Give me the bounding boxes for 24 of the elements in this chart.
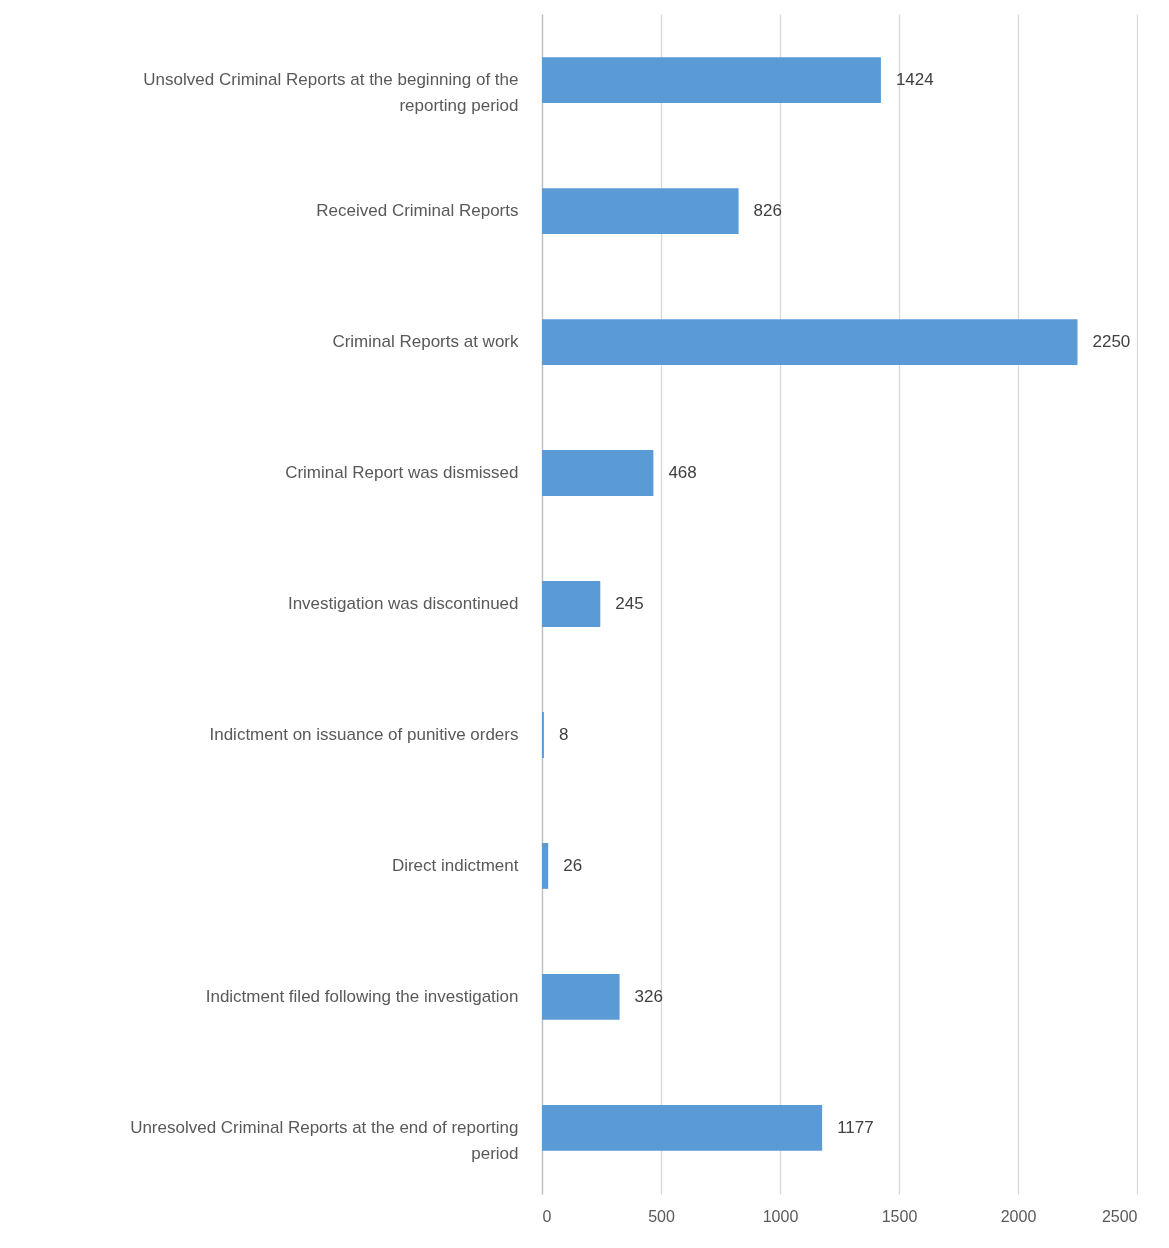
x-tick-label: 1000 [762, 1207, 799, 1225]
x-tick-label: 500 [648, 1207, 675, 1225]
x-tick-label: 1500 [881, 1207, 918, 1225]
data-label: 468 [668, 463, 697, 483]
y-tick-label: Received Criminal Reports [316, 201, 519, 221]
data-label: 826 [753, 201, 782, 221]
y-tick-label: Criminal Report was dismissed [285, 463, 519, 483]
data-label: 245 [615, 594, 644, 613]
y-tick-label: Direct indictment [391, 855, 519, 875]
y-tick-label: Indictment filed following the investigation [205, 986, 519, 1006]
data-label: 326 [634, 986, 663, 1006]
y-tick-label: Unsolved Criminal Reports at the beginning of the reporting period [143, 70, 519, 116]
y-tick-label: Indictment on issuance of punitive orders [209, 724, 519, 744]
data-label: 1424 [895, 70, 934, 90]
data-label: 2250 [1092, 332, 1131, 352]
data-label: 1177 [837, 1117, 874, 1137]
y-tick-label: Investigation was discontinued [287, 594, 519, 613]
data-label: 26 [563, 855, 583, 875]
x-tick-label: 0 [542, 1207, 552, 1225]
data-label: 8 [558, 724, 569, 744]
y-tick-label: Criminal Reports at work [332, 332, 519, 352]
x-tick-label: 2500 [1101, 1207, 1138, 1225]
x-tick-label: 2000 [1000, 1207, 1037, 1225]
y-tick-label: Unresolved Criminal Reports at the end of reporting period [130, 1117, 519, 1163]
